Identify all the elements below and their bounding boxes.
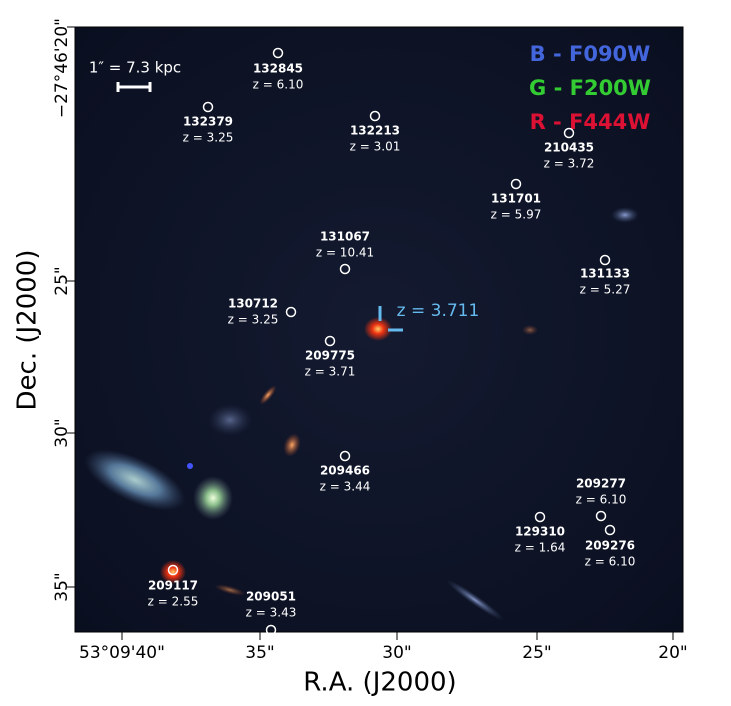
object-redshift: z = 3.25 <box>183 131 234 145</box>
object-marker <box>285 306 297 318</box>
object-redshift: z = 5.97 <box>491 208 542 222</box>
object-id: 132379 <box>183 115 233 129</box>
object-id: 129310 <box>515 525 565 539</box>
object-id: 132845 <box>253 62 303 76</box>
object-redshift: z = 3.44 <box>320 480 371 494</box>
legend-entry: G - F200W <box>529 76 651 100</box>
y-tick-label: 35" <box>52 572 72 601</box>
object-marker <box>595 510 607 522</box>
object-marker <box>324 335 336 347</box>
object-id: 130712 <box>228 297 278 311</box>
object-redshift: z = 6.10 <box>253 78 304 92</box>
object-marker <box>339 263 351 275</box>
object-id: 131067 <box>320 230 370 244</box>
object-marker <box>534 511 546 523</box>
frame <box>74 26 684 633</box>
main-redshift: z = 3.711 <box>397 301 480 321</box>
object-redshift: z = 3.72 <box>544 157 595 171</box>
object-marker <box>604 524 616 536</box>
object-marker <box>599 254 611 266</box>
crosshair <box>378 306 403 332</box>
object-id: 132213 <box>350 124 400 138</box>
object-redshift: z = 3.25 <box>228 313 279 327</box>
x-tick-label: 53°09'40" <box>79 643 165 663</box>
object-redshift: z = 5.27 <box>580 283 631 297</box>
y-tick-label: 30" <box>52 418 72 447</box>
object-redshift: z = 3.43 <box>246 606 297 620</box>
object-id: 209466 <box>320 464 370 478</box>
object-redshift: z = 1.64 <box>515 541 566 555</box>
sources <box>84 207 639 621</box>
object-id: 131133 <box>580 267 630 281</box>
legend-entry: B - F090W <box>530 42 651 66</box>
object-redshift: z = 10.41 <box>316 246 374 260</box>
object-id: 209276 <box>585 539 635 553</box>
y-tick-label: −27°46'20" <box>52 18 72 118</box>
object-marker <box>272 47 284 59</box>
object-id: 209775 <box>305 349 355 363</box>
scale-bar-label: 1″ = 7.3 kpc <box>89 59 181 77</box>
x-tick-label: 35" <box>245 643 274 663</box>
x-tick-label: 20" <box>658 643 687 663</box>
object-redshift: z = 6.10 <box>576 493 627 507</box>
object-id: 210435 <box>544 141 594 155</box>
object-redshift: z = 3.01 <box>350 140 401 154</box>
object-redshift: z = 2.55 <box>148 595 199 609</box>
object-id: 209117 <box>148 579 198 593</box>
object-marker <box>339 450 351 462</box>
object-marker <box>167 564 179 576</box>
object-marker <box>510 178 522 190</box>
y-tick-label: 25" <box>52 266 72 295</box>
scale-bar <box>116 82 152 92</box>
object-marker <box>369 110 381 122</box>
object-marker <box>202 101 214 113</box>
object-redshift: z = 3.71 <box>305 365 356 379</box>
legend-entry: R - F444W <box>530 110 651 134</box>
object-id: 131701 <box>491 192 541 206</box>
object-redshift: z = 6.10 <box>585 555 636 569</box>
object-id: 209051 <box>246 590 296 604</box>
y-axis-label: Dec. (J2000) <box>13 250 43 411</box>
x-tick-label: 30" <box>382 643 411 663</box>
object-id: 209277 <box>576 477 626 491</box>
x-axis-label: R.A. (J2000) <box>303 668 456 698</box>
x-tick-label: 25" <box>522 643 551 663</box>
object-marker <box>265 624 277 636</box>
object-marker <box>563 127 575 139</box>
